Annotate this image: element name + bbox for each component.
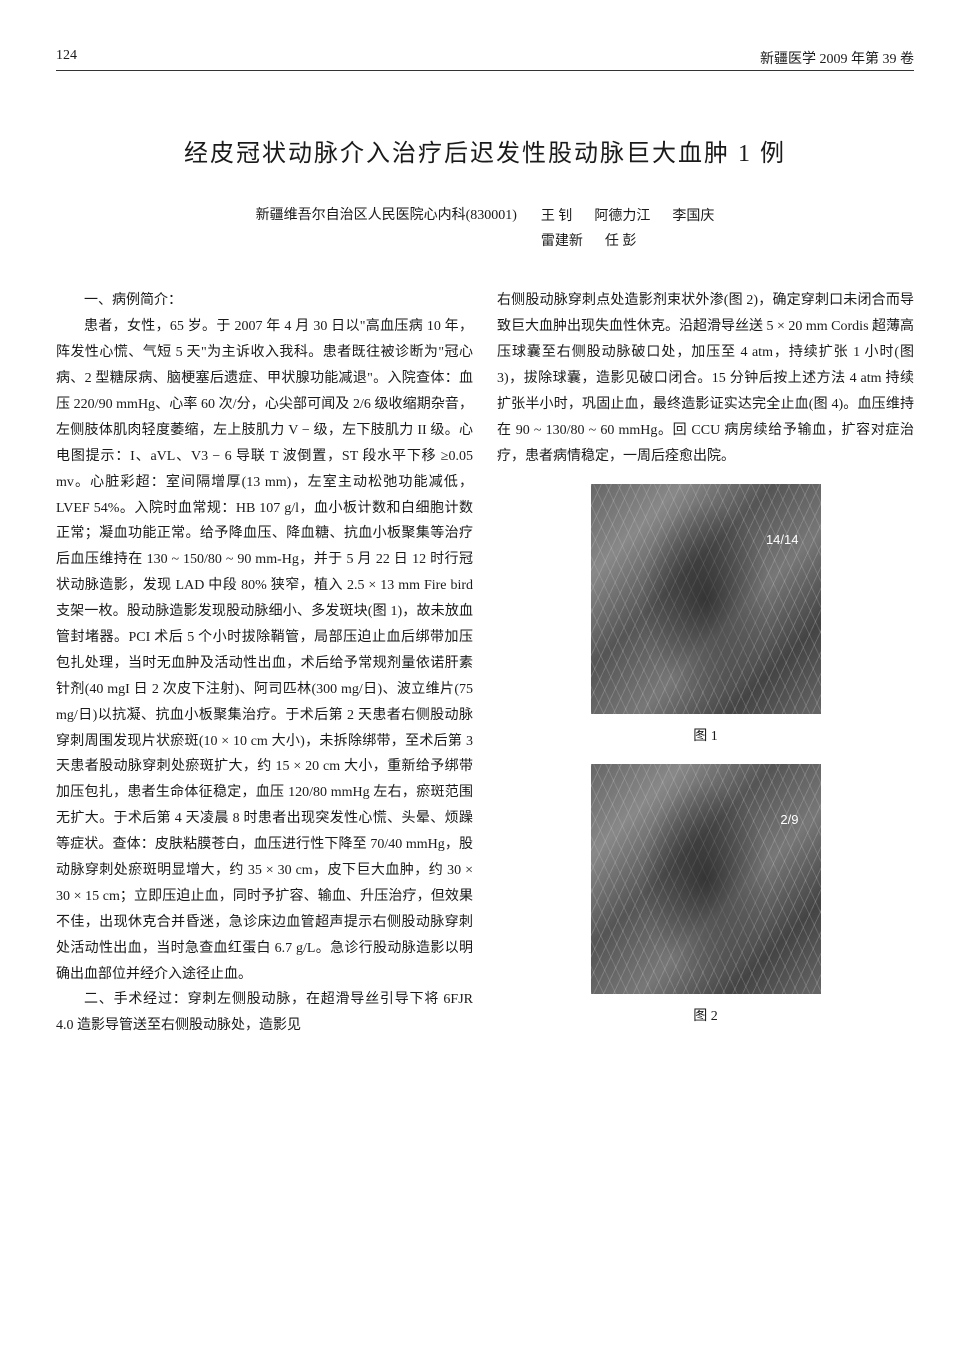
- authors-row-2: 雷建新 任 彭: [541, 229, 715, 254]
- case-paragraph: 患者，女性，65 岁。于 2007 年 4 月 30 日以"高血压病 10 年，…: [56, 314, 473, 987]
- section-1-head: 一、病例简介：: [56, 288, 473, 314]
- byline: 新疆维吾尔自治区人民医院心内科(830001) 王 钊 阿德力江 李国庆 雷建新…: [56, 204, 914, 254]
- figure-1-tag: 14/14: [766, 528, 799, 552]
- figure-2-tag: 2/9: [780, 808, 798, 832]
- journal-line: 新疆医学 2009 年第 39 卷: [760, 48, 914, 68]
- article-title: 经皮冠状动脉介入治疗后迟发性股动脉巨大血肿 1 例: [56, 133, 914, 168]
- author: 王 钊: [541, 204, 573, 229]
- body-columns: 一、病例简介： 患者，女性，65 岁。于 2007 年 4 月 30 日以"高血…: [56, 288, 914, 1039]
- running-header: 124 新疆医学 2009 年第 39 卷: [56, 48, 914, 71]
- figure-1-caption: 图 1: [497, 724, 914, 750]
- author: 李国庆: [672, 204, 714, 229]
- figure-2-caption: 图 2: [497, 1004, 914, 1030]
- left-column: 一、病例简介： 患者，女性，65 岁。于 2007 年 4 月 30 日以"高血…: [56, 288, 473, 1039]
- figure-1-image: 14/14: [591, 484, 821, 714]
- figure-1: 14/14 图 1: [497, 484, 914, 750]
- author: 雷建新: [541, 229, 583, 254]
- section-2-head: 二、手术经过：穿刺左侧股动脉，在超滑导丝引导下将 6FJR 4.0 造影导管送至…: [56, 987, 473, 1039]
- right-column: 右侧股动脉穿刺点处造影剂束状外渗(图 2)，确定穿刺口未闭合而导致巨大血肿出现失…: [497, 288, 914, 1039]
- figure-2-image: 2/9: [591, 764, 821, 994]
- authors-block: 王 钊 阿德力江 李国庆 雷建新 任 彭: [541, 204, 715, 254]
- page-number: 124: [56, 48, 77, 68]
- author: 任 彭: [605, 229, 637, 254]
- procedure-paragraph: 右侧股动脉穿刺点处造影剂束状外渗(图 2)，确定穿刺口未闭合而导致巨大血肿出现失…: [497, 288, 914, 469]
- author: 阿德力江: [594, 204, 650, 229]
- authors-row-1: 王 钊 阿德力江 李国庆: [541, 204, 715, 229]
- affiliation: 新疆维吾尔自治区人民医院心内科(830001): [256, 204, 517, 254]
- figure-2: 2/9 图 2: [497, 764, 914, 1030]
